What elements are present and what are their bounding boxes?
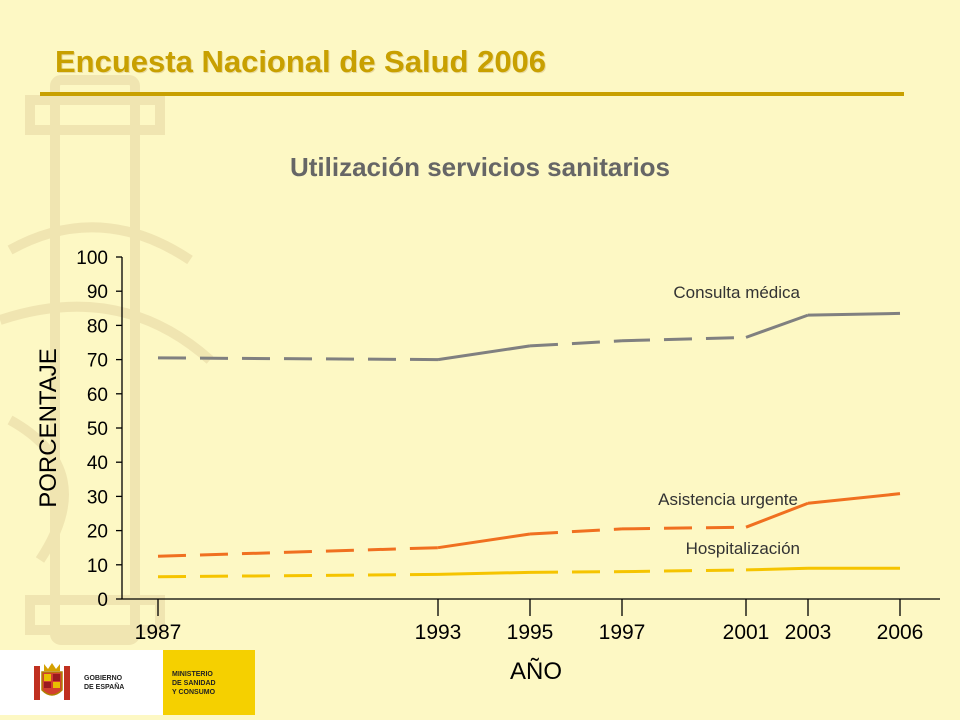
y-tick-label: 80 xyxy=(87,316,108,337)
series-segment xyxy=(745,313,809,339)
ministerio-text: MINISTERIO DE SANIDAD Y CONSUMO xyxy=(172,671,216,696)
series-segment xyxy=(157,572,439,579)
y-tick-label: 70 xyxy=(87,351,108,372)
footer-logos: GOBIERNO DE ESPAÑA MINISTERIO DE SANIDAD… xyxy=(0,650,255,715)
series-segment xyxy=(807,311,901,317)
series-segment xyxy=(745,501,809,529)
y-tick-label: 90 xyxy=(87,282,108,303)
chart-series xyxy=(157,311,901,579)
ministerio-logo: MINISTERIO DE SANIDAD Y CONSUMO xyxy=(163,650,255,715)
y-tick-label: 30 xyxy=(87,487,108,508)
series-segment xyxy=(157,356,439,362)
y-tick-label: 100 xyxy=(76,248,108,269)
x-tick-label: 1997 xyxy=(599,621,646,644)
coat-of-arms-icon xyxy=(34,663,70,700)
series-segment xyxy=(529,570,623,574)
page-title: Encuesta Nacional de Salud 2006 xyxy=(55,44,547,79)
chart-title: Utilización servicios sanitarios xyxy=(289,152,671,182)
series-segment xyxy=(529,527,623,536)
series-label: Asistencia urgente xyxy=(658,490,798,509)
series-segment xyxy=(529,339,623,348)
series-label: Consulta médica xyxy=(673,283,800,302)
series-label: Hospitalización xyxy=(686,539,800,558)
y-tick-label: 60 xyxy=(87,385,108,406)
y-tick-label: 10 xyxy=(87,556,108,577)
x-tick-label: 1993 xyxy=(415,621,462,644)
series-segment xyxy=(437,344,531,362)
gobierno-logo: GOBIERNO DE ESPAÑA xyxy=(0,650,160,715)
series-segment xyxy=(621,568,747,574)
y-tick-label: 50 xyxy=(87,419,108,440)
title-divider xyxy=(40,92,904,96)
chart-axes: 0 10 20 30 40 50 60 70 80 90 100 1987 1993 1995 1997 20… xyxy=(35,248,940,685)
x-tick-label: 1995 xyxy=(507,621,554,644)
series-segment xyxy=(807,492,901,505)
x-tick-label: 2001 xyxy=(723,621,770,644)
chart-labels: Consulta médica Asistencia urgente Hospita… xyxy=(658,283,800,558)
series-segment xyxy=(621,525,747,531)
y-tick-label: 40 xyxy=(87,453,108,474)
series-segment xyxy=(157,546,439,558)
series-segment xyxy=(437,570,531,576)
gobierno-text: GOBIERNO DE ESPAÑA xyxy=(84,675,125,691)
series-segment xyxy=(621,335,747,343)
series-segment xyxy=(437,532,531,550)
series-segment xyxy=(745,566,809,572)
y-tick-label: 0 xyxy=(97,590,108,611)
y-tick-label: 20 xyxy=(87,522,108,543)
x-tick-label: 1987 xyxy=(135,621,182,644)
y-axis-title: PORCENTAJE xyxy=(35,348,62,508)
x-tick-label: 2003 xyxy=(785,621,832,644)
x-tick-label: 2006 xyxy=(877,621,924,644)
x-axis-title: AÑO xyxy=(510,658,562,685)
